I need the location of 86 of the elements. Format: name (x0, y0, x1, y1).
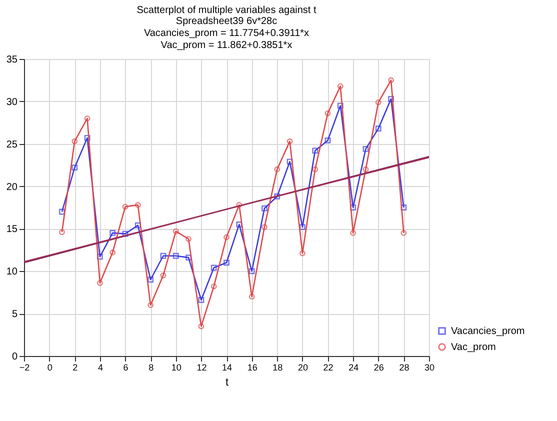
point (84, 134, 90, 141)
point (362, 166, 369, 172)
x-tick-label: 20 (298, 362, 308, 372)
point (350, 204, 356, 210)
point (148, 276, 154, 283)
x-tick-label: 24 (348, 362, 359, 372)
text: Vac_prom = 11.862+0.3851*x (160, 40, 292, 51)
point (96, 254, 103, 260)
point (299, 224, 306, 230)
point (186, 254, 192, 261)
point (210, 283, 217, 290)
y-tick-label: 5 (12, 309, 18, 320)
x-tick-label: 18 (272, 362, 283, 372)
y-tick-label: 15 (6, 224, 18, 236)
point (248, 268, 255, 274)
x-tick-label: 4 (98, 362, 103, 372)
point (72, 138, 78, 144)
y-tick-label: 20 (6, 182, 18, 193)
point (96, 280, 103, 286)
point (59, 208, 65, 215)
x-tick-label: 26 (374, 362, 384, 372)
point (172, 228, 179, 234)
point (312, 166, 318, 172)
point (274, 194, 280, 200)
point (84, 115, 90, 122)
point (286, 138, 293, 144)
x-tick-label: 8 (148, 362, 154, 372)
point (186, 236, 192, 242)
point (224, 260, 230, 266)
point (388, 77, 394, 84)
point (198, 323, 204, 330)
x-tick-label: 10 (171, 362, 182, 372)
point (148, 302, 154, 308)
point (375, 126, 382, 132)
point (72, 164, 78, 171)
x-tick-label: 2 (72, 362, 78, 372)
y-tick-label: 0 (12, 352, 18, 362)
point (110, 250, 116, 256)
point (324, 110, 331, 116)
point (350, 230, 356, 236)
text: Vacancies_prom = 11.7754+0.3911*x (144, 28, 310, 39)
y-tick-label: 10 (6, 266, 18, 278)
point (198, 297, 204, 303)
point (337, 102, 344, 109)
point (262, 205, 268, 212)
point (236, 202, 242, 208)
point (110, 230, 116, 236)
x-tick-label: −2 (19, 362, 30, 372)
y-tick-label: 35 (6, 54, 18, 66)
legend-label: Vac_prom (451, 342, 496, 353)
point (248, 294, 255, 300)
x-tick-label: 6 (123, 362, 128, 372)
x-tick-label: 30 (424, 362, 435, 372)
point (400, 204, 407, 210)
legend-label: Vacancies_prom (451, 326, 525, 337)
point (337, 83, 344, 90)
point (224, 234, 230, 240)
chart-subtitle: Spreadsheet39 6v*28c (176, 16, 278, 27)
point (312, 148, 318, 154)
x-tick-label: 14 (222, 362, 232, 372)
point (274, 166, 280, 172)
x-tick-label: 22 (323, 362, 334, 372)
x-tick-label: 16 (247, 362, 258, 372)
point (262, 224, 268, 230)
point (286, 158, 293, 165)
y-tick-label: 30 (6, 96, 18, 108)
chart-title: Scatterplot of multiple variables against t (136, 5, 316, 16)
x-tick-label: 12 (196, 362, 207, 372)
point (160, 252, 166, 259)
point (362, 146, 369, 152)
point (160, 272, 166, 278)
point (236, 222, 242, 228)
point (299, 250, 306, 256)
point (388, 96, 394, 102)
point (210, 264, 217, 271)
point (324, 138, 331, 144)
point (134, 202, 141, 208)
point (134, 222, 141, 228)
x-tick-label: 28 (399, 362, 410, 372)
y-tick-label: 25 (6, 139, 18, 150)
point (172, 252, 179, 259)
point (122, 204, 128, 210)
x-tick-label: 0 (47, 362, 52, 372)
point (122, 230, 128, 237)
point (375, 99, 382, 106)
x-axis-title: t (225, 376, 229, 388)
